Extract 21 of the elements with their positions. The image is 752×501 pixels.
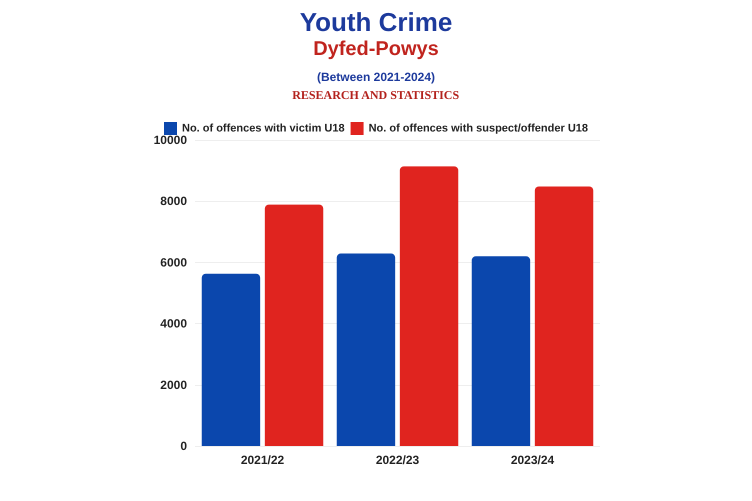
text: RESEARCH AND STATISTICS [292, 88, 460, 102]
legend-label: No. of offences with suspect/offender U18 [368, 122, 588, 134]
bar [472, 256, 530, 446]
chart-title: Youth Crime [300, 7, 452, 37]
bar [264, 204, 324, 446]
bar [400, 166, 458, 446]
bar [336, 254, 396, 446]
y-tick-label: 8000 [160, 194, 188, 208]
text: (Between 2021-2024) [316, 70, 436, 84]
y-tick-label: 6000 [160, 255, 188, 270]
y-tick-label: 2000 [160, 378, 188, 392]
bar [202, 274, 260, 446]
y-tick-label: 0 [180, 439, 188, 453]
legend-label: No. of offences with victim U18 [182, 122, 345, 134]
bar [534, 186, 594, 446]
x-tick-label: 2023/24 [510, 453, 555, 467]
y-tick-label: 10000 [154, 133, 188, 147]
x-tick-label: 2022/23 [376, 453, 420, 467]
chart-subtitle: Dyfed-Powys [313, 38, 439, 60]
y-tick-label: 4000 [160, 316, 188, 331]
x-tick-label: 2021/22 [240, 453, 285, 467]
